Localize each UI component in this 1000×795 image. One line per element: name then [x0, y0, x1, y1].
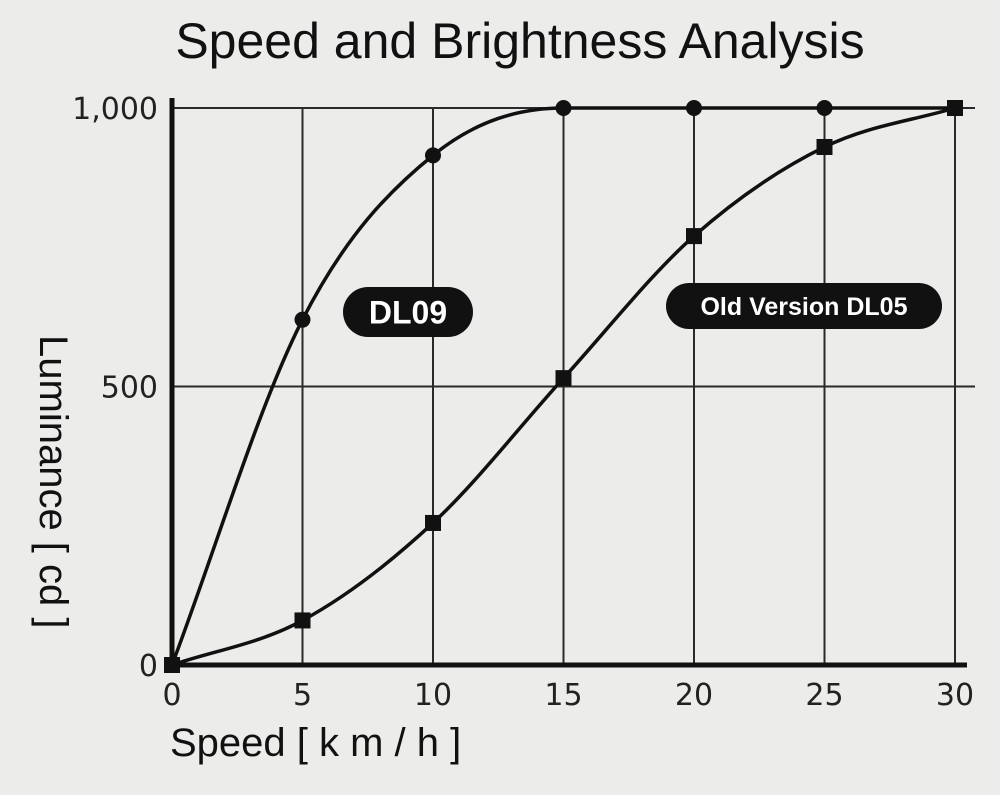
data-point-dl09-5: [294, 311, 311, 328]
x-tick-label-25: 25: [805, 678, 843, 713]
data-point-dl09-25: [816, 100, 833, 116]
series-label-old-version-dl05: Old Version DL05: [700, 293, 907, 321]
x-tick-label-30: 30: [936, 678, 974, 713]
data-point-old-version-dl05-0: [164, 657, 180, 673]
x-tick-label-10: 10: [414, 678, 452, 713]
y-tick-label-1000: 1,000: [72, 92, 158, 127]
chart-title: Speed and Brightness Analysis: [175, 13, 864, 69]
series: [164, 100, 963, 673]
data-point-old-version-dl05-5: [294, 612, 311, 629]
data-point-dl09-20: [686, 100, 702, 116]
data-point-dl09-15: [555, 100, 572, 116]
x-tick-label-5: 5: [293, 678, 312, 713]
series-label-pill-old-version-dl05: [666, 283, 942, 329]
x-tick-label-20: 20: [675, 678, 713, 713]
y-tick-label-0: 0: [139, 649, 158, 684]
data-point-old-version-dl05-10: [425, 514, 441, 531]
series-label-dl09: DL09: [369, 295, 447, 331]
y-axis-label: Luminance [ cd ]: [31, 335, 75, 629]
series-label-pill-dl09: [343, 287, 473, 337]
data-point-dl09-10: [425, 147, 441, 164]
data-point-old-version-dl05-30: [947, 100, 963, 116]
y-tick-label-500: 500: [101, 371, 158, 406]
data-point-old-version-dl05-20: [686, 228, 702, 245]
series-old-version-dl05: [164, 100, 963, 673]
data-point-old-version-dl05-15: [555, 370, 572, 387]
x-tick-label-0: 0: [162, 678, 181, 713]
grid: [172, 107, 975, 665]
series-labels: DL09 Old Version DL05: [343, 283, 942, 337]
data-point-old-version-dl05-25: [816, 138, 833, 155]
series-line-dl09: [170, 106, 955, 666]
axes: [169, 98, 967, 668]
x-tick-label-15: 15: [544, 678, 582, 713]
tick-labels: 0 5 10 15 20 25 30 0 500 1,000: [72, 92, 974, 713]
x-axis-label: Speed [ k m / h ]: [170, 721, 461, 765]
